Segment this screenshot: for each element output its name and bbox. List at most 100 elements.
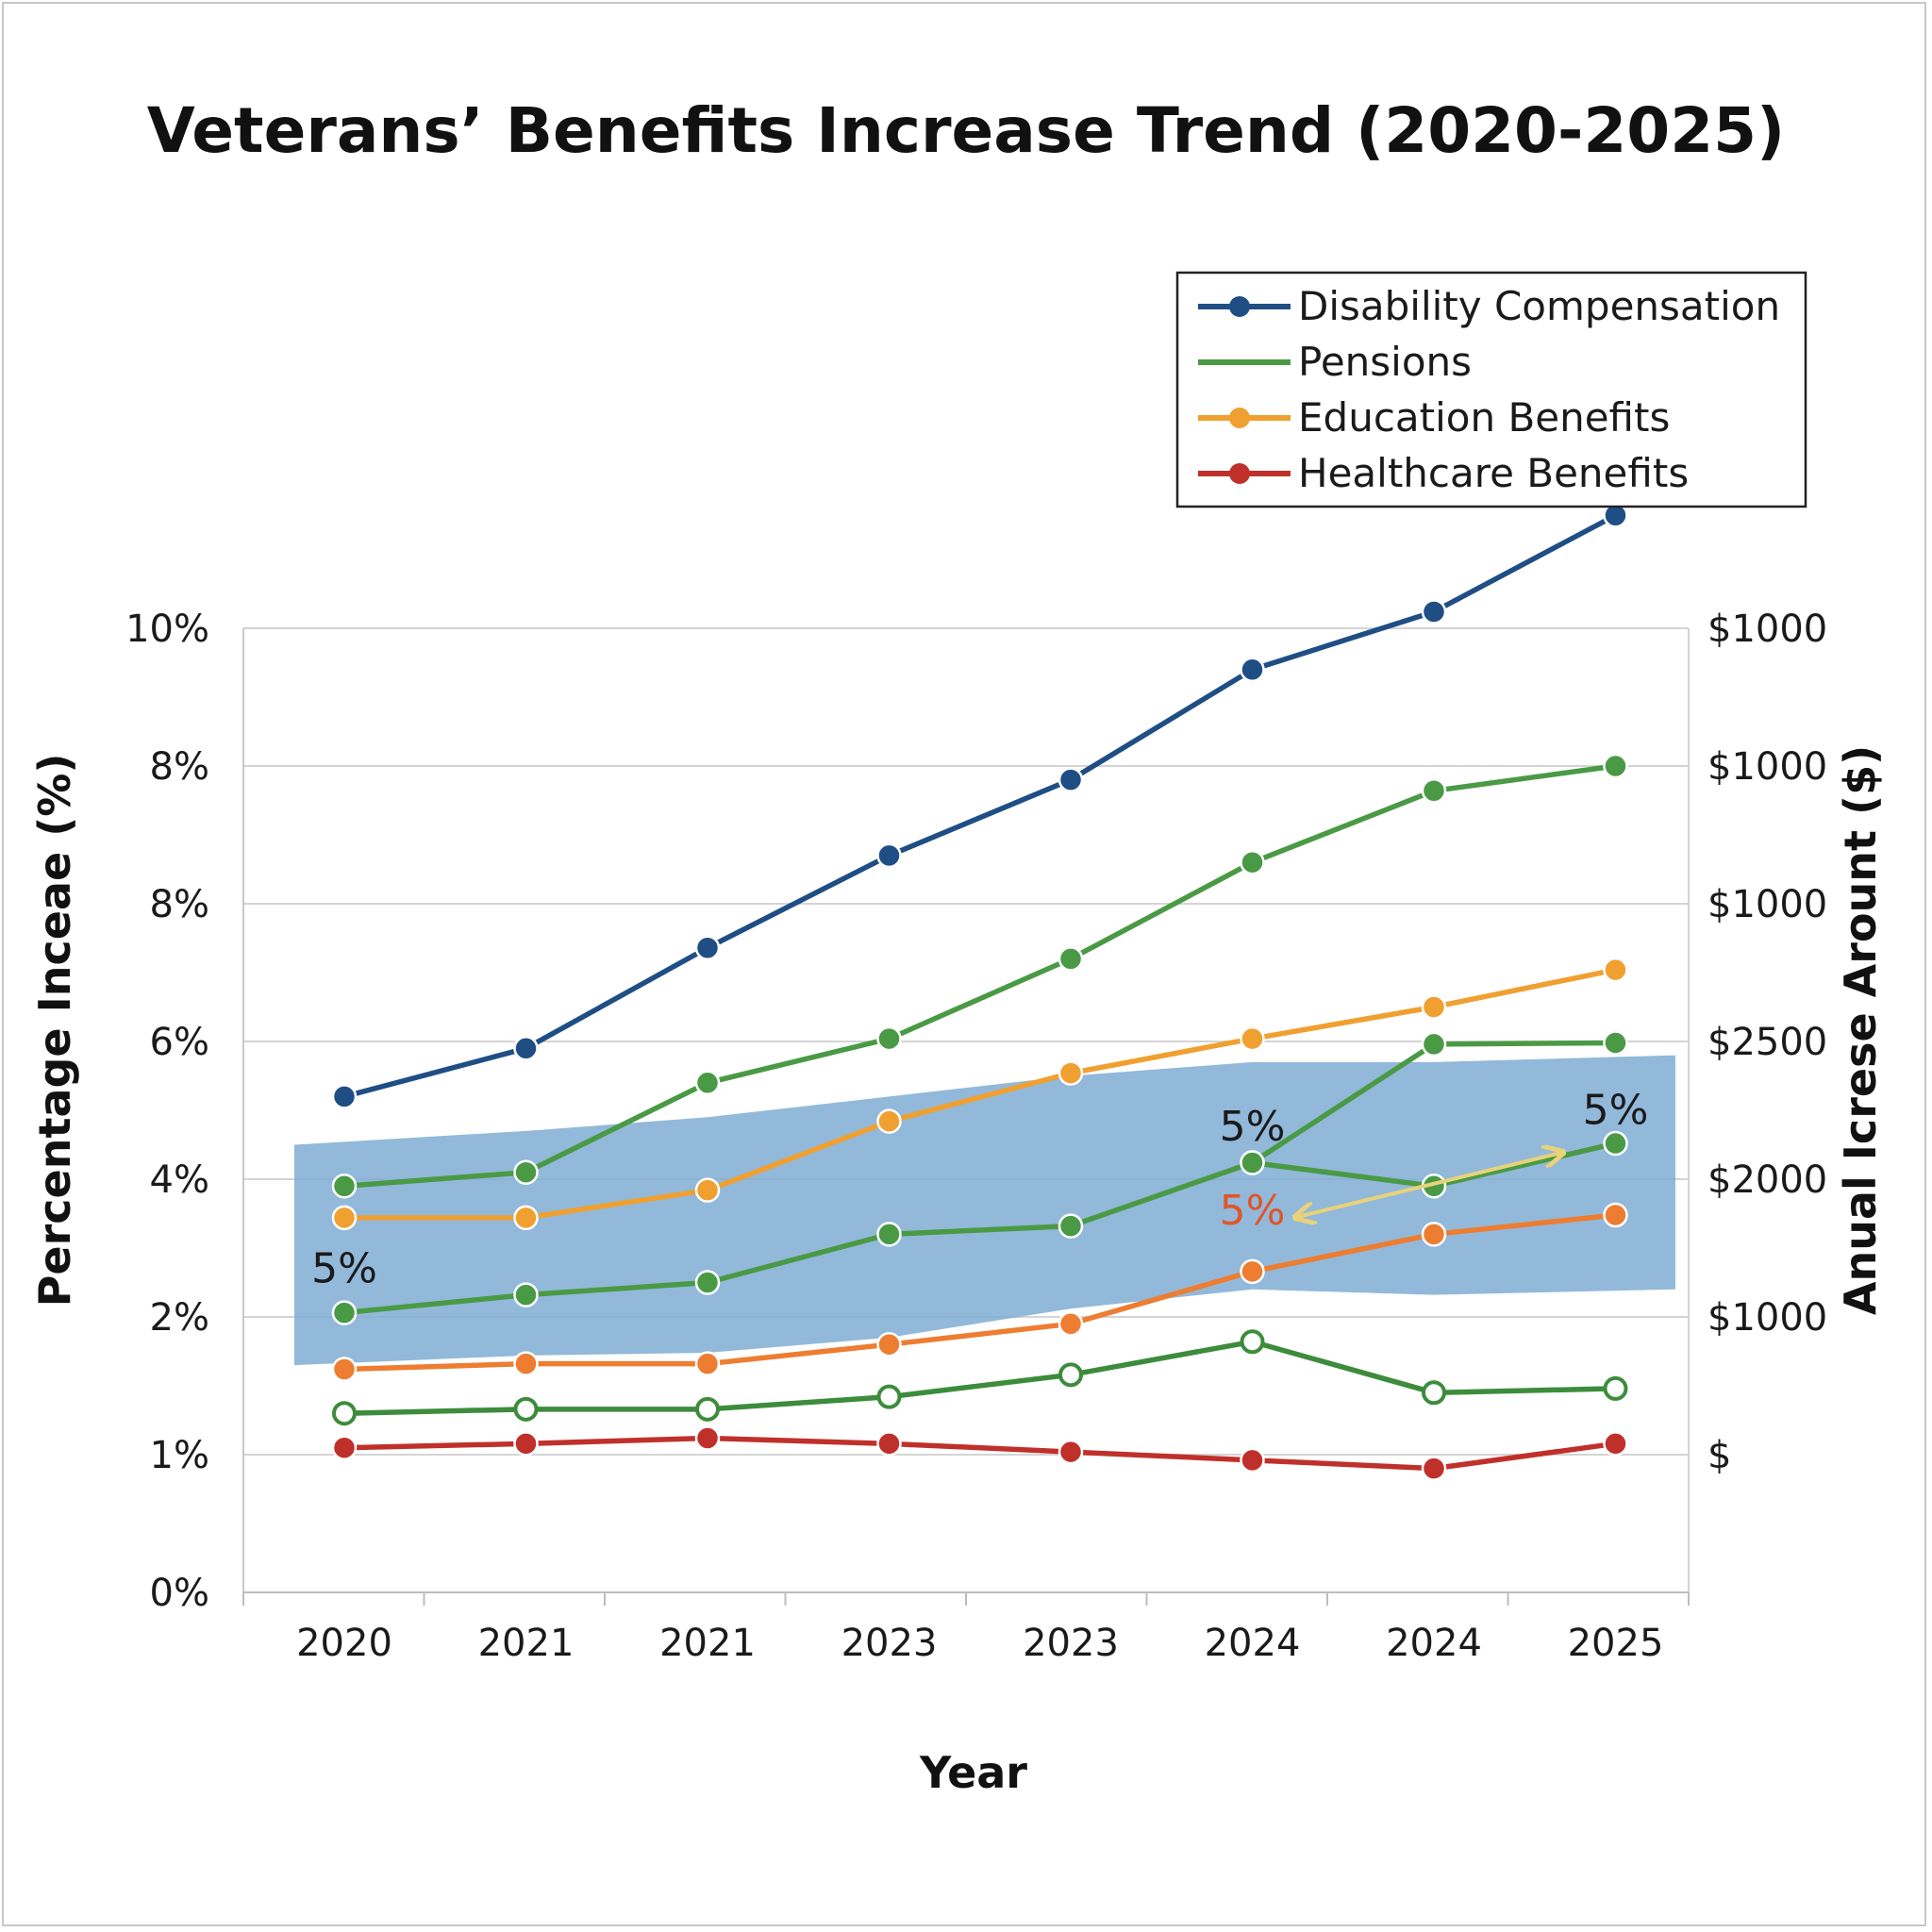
y2-tick-label: $2000 (1707, 1158, 1827, 1202)
y-tick-label: 1% (150, 1434, 209, 1477)
data-point (331, 1205, 358, 1231)
data-point (876, 1384, 902, 1409)
data-point (1421, 1222, 1447, 1247)
x-axis-title: Year (919, 1747, 1027, 1798)
data-point (694, 1425, 721, 1451)
data-point (331, 1300, 358, 1325)
data-point (331, 1084, 358, 1109)
legend-swatch-marker (1229, 296, 1250, 317)
data-point (1421, 1456, 1447, 1481)
y-tick-label: 4% (150, 1158, 209, 1202)
y-tick-label: 10% (125, 608, 209, 651)
annotation-label: 5% (311, 1245, 377, 1293)
x-tick-label: 2020 (296, 1622, 392, 1665)
shaded-band (294, 1055, 1675, 1366)
axis-labels: 0% 1% 2% 4% 6% 8% 8% 10% $ $1000 $2000 $2500 $1000 $1… (29, 608, 1886, 1798)
data-point (1240, 657, 1265, 683)
data-point (1058, 1362, 1083, 1388)
legend-label: Pensions (1298, 339, 1472, 385)
data-point (1240, 1258, 1265, 1285)
series-line (343, 1435, 1616, 1472)
y2-tick-label: $ (1707, 1434, 1731, 1477)
data-point (1240, 849, 1265, 875)
series-line (343, 763, 1616, 1190)
y-tick-label: 6% (150, 1021, 209, 1064)
annotation-arrow (1297, 1153, 1561, 1217)
annotations: 5% 5% 5% 5% (311, 1087, 1648, 1293)
data-point (876, 1431, 902, 1457)
data-point (513, 1431, 539, 1457)
data-point (694, 935, 721, 960)
y2-tick-label: $1000 (1707, 1296, 1827, 1340)
y-axis-title: Percentage Inceae (%) (29, 754, 80, 1307)
data-point (513, 1159, 539, 1185)
data-point (1421, 1031, 1447, 1058)
legend-label: Education Benefits (1298, 394, 1670, 441)
data-point (331, 1357, 358, 1382)
data-point (694, 1351, 721, 1376)
y2-tick-label: $1000 (1707, 745, 1827, 789)
data-point (1603, 1030, 1628, 1056)
data-point (513, 1396, 539, 1422)
data-point (876, 842, 902, 869)
data-point (1058, 1060, 1084, 1086)
data-point (1421, 778, 1447, 804)
y2-tick-label: $1000 (1707, 883, 1827, 926)
annotation-label: 5% (1220, 1103, 1286, 1151)
x-tick-label: 2024 (1386, 1622, 1482, 1665)
data-point (1240, 1025, 1265, 1052)
chart-title: Veterans’ Benefits Increase Trend (2020-… (146, 94, 1786, 167)
axes (242, 628, 1690, 1606)
legend-swatch-marker (1229, 408, 1250, 428)
data-point (694, 1177, 721, 1203)
data-point (513, 1351, 539, 1376)
data-point (1603, 957, 1628, 983)
legend: Disability Compensation Pensions Education… (1175, 271, 1807, 508)
data-point (1603, 753, 1628, 779)
data-point (1603, 1202, 1628, 1228)
x-tick-label: 2023 (841, 1622, 938, 1665)
data-point (1603, 1431, 1628, 1457)
y-tick-label: 8% (150, 883, 209, 926)
data-point (1058, 946, 1084, 972)
data-point (1603, 1130, 1628, 1157)
y2-tick-label: $1000 (1707, 608, 1827, 651)
data-point (513, 1282, 539, 1307)
y-tick-label: 2% (150, 1296, 209, 1340)
legend-label: Disability Compensation (1298, 283, 1780, 329)
y2-tick-label: $2500 (1707, 1021, 1827, 1064)
data-point (1240, 1150, 1265, 1175)
band-area (294, 1055, 1675, 1366)
series-line (344, 967, 1617, 1221)
x-tick-label: 2023 (1023, 1622, 1119, 1665)
data-point (876, 1222, 902, 1247)
data-point (695, 1396, 720, 1422)
data-point (876, 1025, 902, 1052)
data-point (1422, 1380, 1446, 1406)
y2-axis-title: Anual Icrese Arount ($) (1835, 745, 1886, 1315)
data-point (876, 1108, 902, 1134)
data-point (331, 1174, 358, 1199)
data-point (694, 1070, 721, 1096)
series-line (343, 1339, 1616, 1416)
data-point (1058, 1213, 1084, 1239)
data-point (513, 1205, 539, 1231)
series-line (343, 512, 1617, 1100)
data-point (1240, 1329, 1265, 1355)
legend-swatch-marker (1229, 463, 1250, 484)
data-point (1421, 994, 1447, 1020)
x-tick-label: 2025 (1568, 1622, 1664, 1665)
data-point (1058, 767, 1084, 792)
data-point (331, 1435, 358, 1460)
legend-label: Healthcare Benefits (1298, 450, 1689, 496)
y-tick-label: 0% (150, 1572, 209, 1615)
legend-box (1175, 271, 1807, 508)
data-point (1058, 1311, 1084, 1337)
annotation-label: 5% (1583, 1087, 1649, 1135)
annotation-label: 5% (1220, 1187, 1286, 1235)
data-point (876, 1331, 902, 1357)
series-line (343, 1212, 1616, 1373)
data-point (513, 1036, 539, 1061)
